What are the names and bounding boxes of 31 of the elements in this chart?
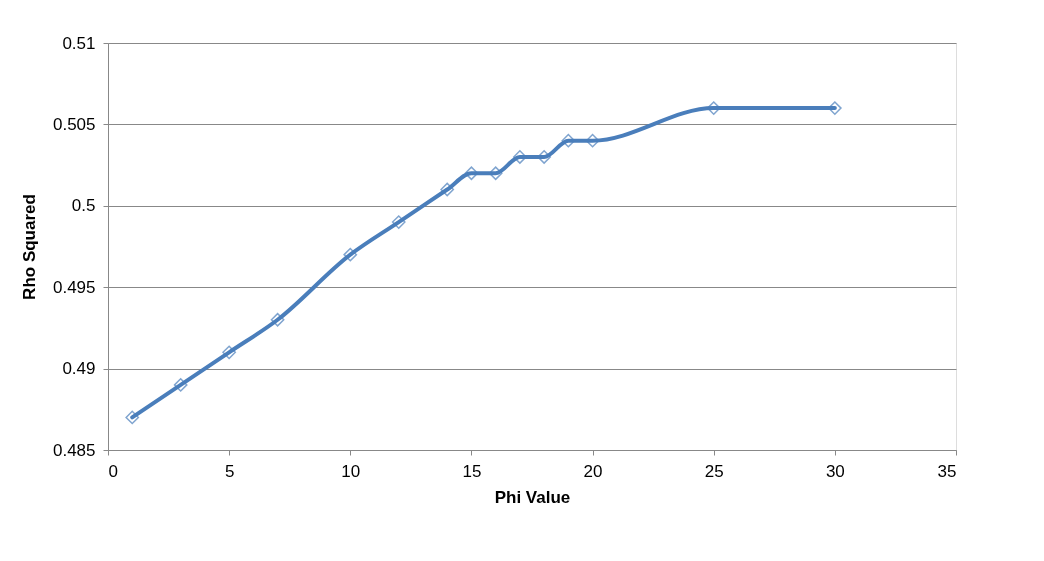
point: [464, 166, 479, 181]
point: [173, 378, 188, 392]
y-tick-label: 0.5: [71, 196, 96, 216]
point: [513, 150, 527, 164]
x-tick-label: 30: [825, 461, 845, 481]
point: [222, 345, 237, 360]
point: [270, 312, 285, 327]
x-tick-label: 5: [224, 461, 235, 481]
point: [827, 101, 842, 115]
x-axis-title: Phi Value: [494, 487, 571, 507]
x-tick-label: 35: [937, 461, 957, 481]
y-tick-label: 0.49: [62, 359, 96, 379]
point: [440, 182, 455, 197]
x-tick-label: 0: [108, 461, 118, 481]
point: [585, 133, 600, 148]
point: [391, 215, 406, 229]
point: [706, 101, 721, 115]
y-tick-label: 0.485: [52, 440, 96, 460]
point: [125, 410, 140, 425]
x-tick-label: 20: [583, 461, 603, 481]
x-tick-label: 10: [341, 461, 361, 481]
y-tick-label: 0.51: [62, 33, 96, 53]
point: [343, 247, 358, 262]
y-axis-title: Rho Squared: [19, 194, 39, 300]
point: [488, 166, 503, 181]
x-tick-label: 15: [462, 461, 482, 481]
y-tick-label: 0.505: [52, 114, 96, 134]
y-tick-label: 0.495: [52, 277, 96, 297]
point: [561, 133, 576, 148]
x-tick-label: 25: [704, 461, 724, 481]
point: [537, 150, 551, 164]
